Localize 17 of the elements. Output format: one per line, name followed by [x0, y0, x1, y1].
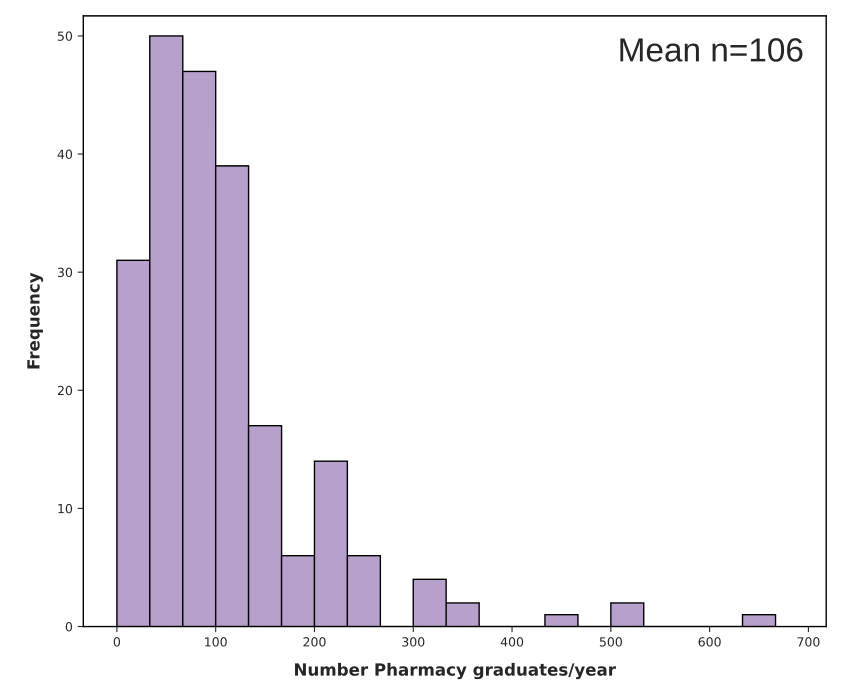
x-tick-label: 100 [205, 637, 227, 647]
x-axis-title: Number Pharmacy graduates/year [295, 662, 616, 680]
y-tick-label: 10 [58, 504, 72, 514]
y-tick-label: 0 [66, 622, 72, 632]
x-tick-label: 300 [402, 637, 424, 647]
y-tick-label: 20 [58, 386, 72, 396]
y-tick-label: 40 [58, 150, 72, 159]
x-tick-label: 600 [698, 637, 721, 647]
y-tick-label: 30 [58, 268, 72, 278]
x-tick-label: 0 [114, 637, 120, 647]
x-tick-label: 700 [798, 637, 820, 647]
x-tick-label: 400 [500, 637, 524, 647]
annotation: Mean n=106 [620, 38, 802, 62]
x-tick-label: 200 [303, 637, 326, 647]
y-tick-label: 50 [58, 31, 72, 41]
x-tick-label: 500 [600, 637, 622, 647]
y-axis-title: Frequency [27, 272, 44, 368]
